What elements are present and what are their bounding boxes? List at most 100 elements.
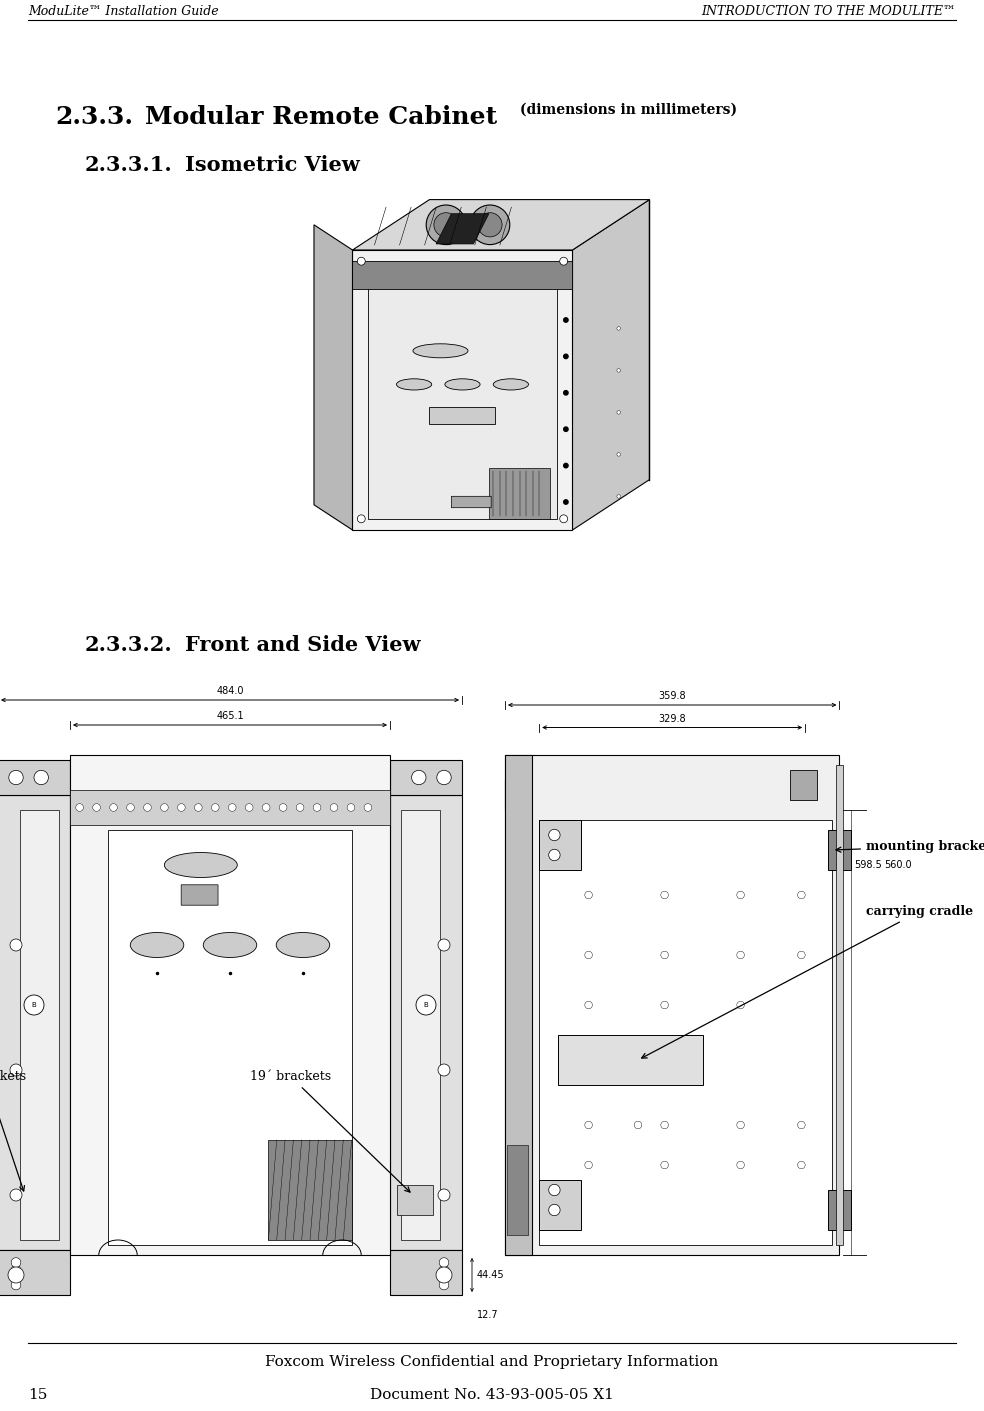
Circle shape [434, 213, 459, 237]
Bar [539, 820, 831, 1245]
Circle shape [24, 995, 44, 1015]
Text: carrying cradle: carrying cradle [642, 904, 973, 1058]
Text: 19´ brackets: 19´ brackets [250, 1070, 410, 1192]
Circle shape [627, 793, 636, 801]
Circle shape [245, 804, 253, 811]
Circle shape [617, 326, 621, 330]
Circle shape [11, 1273, 21, 1283]
Circle shape [798, 892, 805, 899]
Circle shape [11, 1280, 21, 1290]
Circle shape [92, 804, 100, 811]
Circle shape [34, 770, 48, 785]
Circle shape [527, 793, 537, 801]
Text: Front and Side View: Front and Side View [185, 635, 420, 655]
Text: 15: 15 [28, 1388, 47, 1403]
Circle shape [617, 368, 621, 373]
Text: 359.8: 359.8 [658, 691, 686, 701]
Circle shape [364, 804, 372, 811]
Circle shape [560, 257, 568, 265]
Bar [368, 284, 557, 519]
Bar [269, 1140, 351, 1240]
Polygon shape [436, 213, 489, 244]
Circle shape [10, 938, 22, 951]
Bar [835, 765, 843, 1245]
Bar [505, 780, 839, 810]
Ellipse shape [413, 344, 468, 358]
Circle shape [144, 804, 152, 811]
Circle shape [437, 770, 452, 785]
Bar [70, 790, 390, 825]
Circle shape [805, 793, 814, 801]
Circle shape [313, 804, 321, 811]
Text: 12.7: 12.7 [477, 1309, 499, 1321]
Bar [352, 261, 573, 289]
Circle shape [584, 892, 592, 899]
Circle shape [11, 1266, 21, 1274]
Circle shape [584, 1002, 592, 1009]
Circle shape [11, 1257, 21, 1267]
Circle shape [331, 804, 338, 811]
Bar [429, 406, 496, 423]
Circle shape [263, 804, 270, 811]
Ellipse shape [493, 378, 528, 389]
Circle shape [607, 793, 616, 801]
Text: Document No. 43-93-005-05 X1: Document No. 43-93-005-05 X1 [370, 1388, 614, 1403]
Circle shape [438, 938, 450, 951]
Circle shape [635, 1122, 642, 1129]
Bar [390, 761, 462, 794]
Circle shape [737, 892, 745, 899]
Circle shape [564, 317, 568, 322]
Bar [489, 468, 550, 519]
Circle shape [737, 1161, 745, 1168]
Circle shape [8, 1267, 24, 1283]
Circle shape [508, 793, 518, 801]
Circle shape [666, 793, 675, 801]
Circle shape [9, 770, 24, 785]
Circle shape [439, 1273, 449, 1283]
Circle shape [438, 1189, 450, 1201]
Circle shape [470, 205, 510, 244]
Bar [166, 794, 182, 820]
Text: 560.0: 560.0 [885, 859, 912, 871]
Bar [214, 794, 230, 820]
Circle shape [765, 793, 774, 801]
Text: mounting brackets: mounting brackets [836, 840, 984, 854]
Ellipse shape [204, 933, 257, 958]
Circle shape [109, 804, 117, 811]
Bar [108, 830, 351, 1245]
Circle shape [127, 804, 135, 811]
Circle shape [549, 849, 560, 861]
Text: (dimensions in millimeters): (dimensions in millimeters) [520, 103, 737, 117]
Circle shape [617, 453, 621, 456]
Bar [30, 790, 430, 825]
Circle shape [160, 804, 168, 811]
Circle shape [10, 1189, 22, 1201]
Circle shape [737, 1122, 745, 1129]
Bar [238, 794, 254, 820]
Bar [558, 1036, 703, 1085]
Bar [400, 810, 441, 1240]
Circle shape [661, 1161, 668, 1168]
Text: 465.1: 465.1 [216, 711, 244, 721]
Text: 19´ brackets: 19´ brackets [0, 1070, 27, 1191]
FancyBboxPatch shape [181, 885, 218, 906]
Circle shape [798, 951, 805, 959]
Circle shape [560, 515, 568, 522]
Text: 484.0: 484.0 [216, 686, 244, 696]
Circle shape [10, 1064, 22, 1077]
Text: 2.3.3.2.: 2.3.3.2. [85, 635, 173, 655]
Circle shape [478, 213, 502, 237]
Circle shape [279, 804, 287, 811]
Text: Foxcom Wireless Confidential and Proprietary Information: Foxcom Wireless Confidential and Proprie… [266, 1355, 718, 1369]
Circle shape [177, 804, 185, 811]
Bar [828, 1189, 851, 1230]
Text: 2.3.3.1.: 2.3.3.1. [85, 155, 173, 175]
Circle shape [661, 951, 668, 959]
Circle shape [737, 1002, 745, 1009]
Circle shape [195, 804, 202, 811]
Circle shape [646, 793, 655, 801]
Bar [390, 1250, 462, 1295]
Ellipse shape [130, 933, 184, 958]
Bar [507, 1144, 527, 1235]
Circle shape [564, 499, 568, 504]
